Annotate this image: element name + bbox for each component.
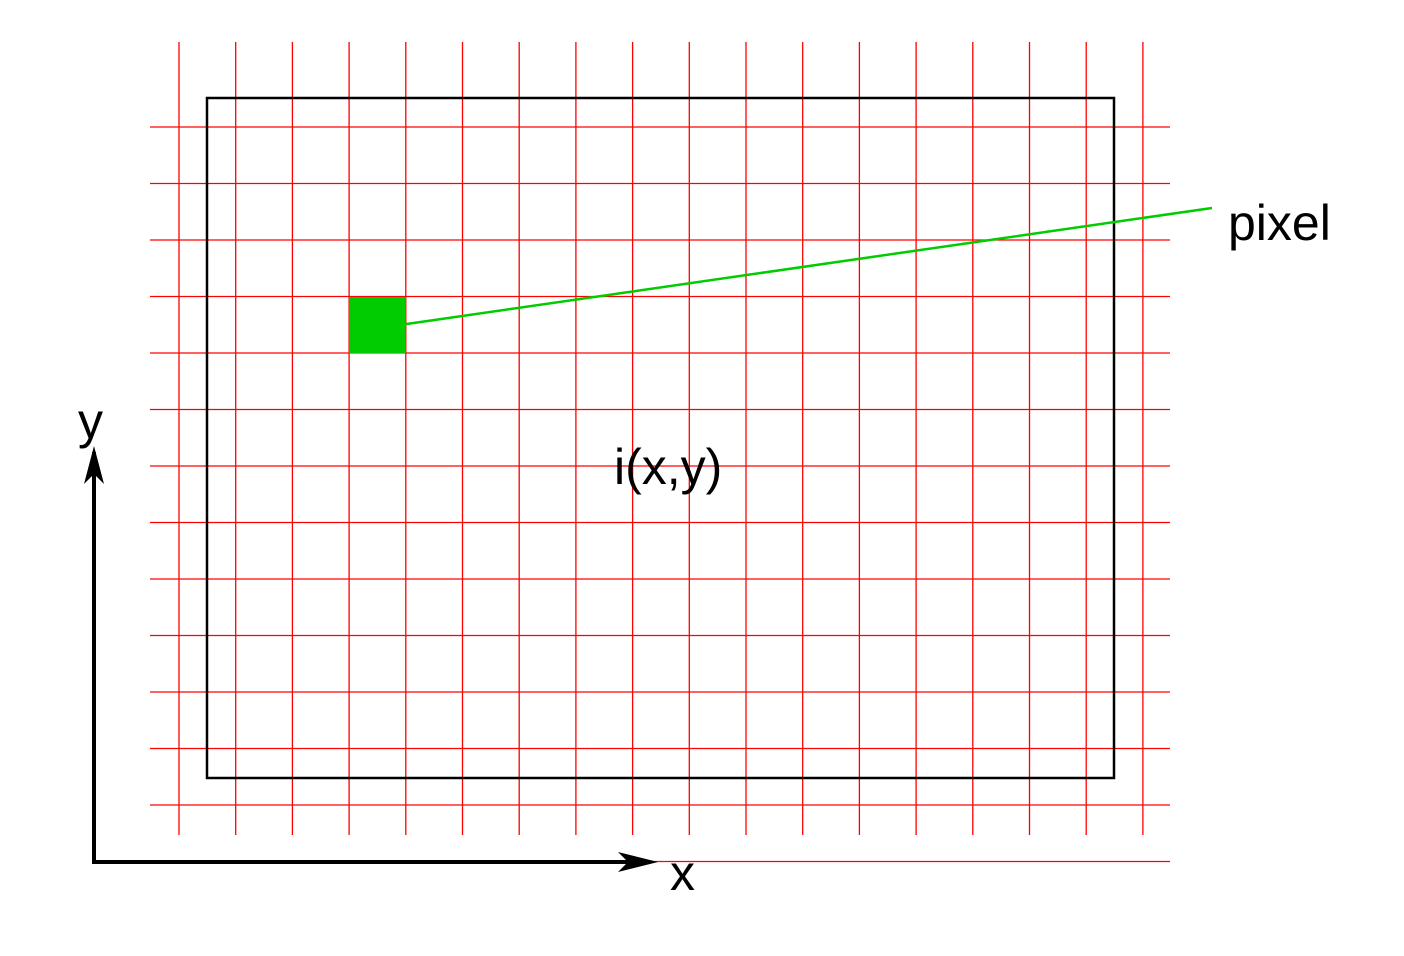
pixel-label: pixel bbox=[1228, 195, 1331, 251]
x-axis-arrowhead bbox=[618, 852, 658, 872]
y-axis-label: y bbox=[78, 393, 103, 449]
pixel-grid bbox=[150, 42, 1170, 863]
function-label: i(x,y) bbox=[614, 439, 722, 495]
y-axis-arrowhead bbox=[84, 446, 104, 484]
image-frame bbox=[205, 96, 1116, 780]
x-axis-label: x bbox=[670, 845, 695, 901]
highlighted-pixel bbox=[349, 297, 406, 354]
pixel-leader-line bbox=[405, 206, 1213, 326]
